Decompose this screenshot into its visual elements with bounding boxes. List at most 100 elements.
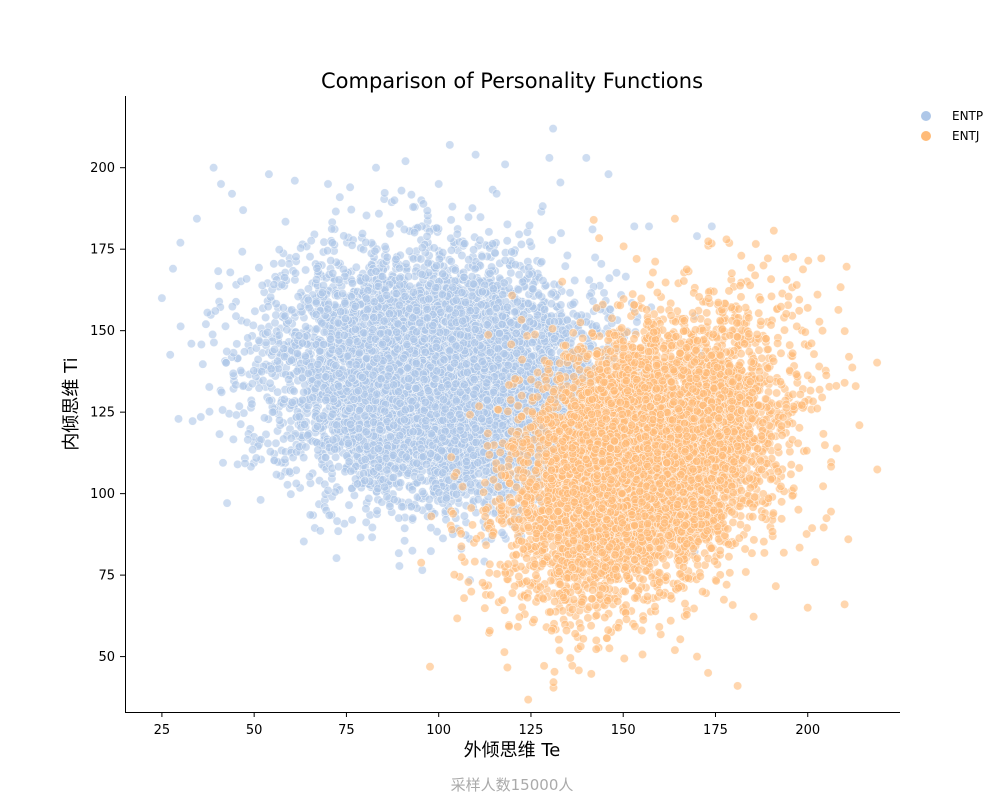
scatter-point-entp (621, 272, 631, 282)
scatter-point-entp (394, 561, 404, 571)
scatter-point-entp (250, 306, 260, 316)
scatter-point-entp (374, 209, 384, 219)
scatter-point-entp (291, 478, 301, 488)
scatter-point-entp (188, 416, 198, 426)
scatter-point-entp (232, 339, 242, 349)
scatter-point-entp (426, 546, 436, 556)
scatter-point-entp (240, 347, 250, 357)
scatter-point-entp (547, 235, 557, 245)
scatter-point-entp (213, 266, 223, 276)
scatter-point-entp (280, 217, 290, 227)
scatter-point-entp (215, 429, 225, 439)
scatter-point-entp (222, 498, 232, 508)
scatter-point-entp (446, 215, 456, 225)
data-points (157, 124, 882, 705)
scatter-point-entp (347, 515, 357, 525)
scatter-point-entp (438, 533, 448, 543)
scatter-point-entp (174, 414, 184, 424)
scatter-point-entp (247, 399, 257, 409)
scatter-point-entp (233, 459, 243, 469)
scatter-point-entp (346, 205, 356, 215)
scatter-point-entp (464, 255, 474, 265)
scatter-point-entp (333, 526, 343, 536)
scatter-point-entp (432, 223, 442, 233)
scatter-point-entp (396, 478, 406, 488)
scatter-point-entp (261, 312, 271, 322)
scatter-point-entp (327, 224, 337, 234)
scatter-point-entp (514, 229, 524, 239)
scatter-point-entp (248, 320, 258, 330)
scatter-point-entp (587, 224, 597, 234)
scatter-point-entp (459, 511, 469, 521)
scatter-point-entp (269, 455, 279, 465)
scatter-point-entp (237, 247, 247, 257)
scatter-point-entp (265, 378, 275, 388)
scatter-point-entp (286, 489, 296, 499)
scatter-point-entp (395, 219, 405, 229)
scatter-point-entp (231, 311, 241, 321)
scatter-point-entp (231, 410, 241, 420)
scatter-point-entp (299, 536, 309, 546)
scatter-point-entp (214, 281, 224, 291)
scatter-point-entp (331, 207, 341, 217)
scatter-point-entp (282, 480, 292, 490)
scatter-point-entp (356, 532, 366, 542)
scatter-point-entp (565, 288, 575, 298)
scatter-point-entp (305, 510, 315, 520)
scatter-point-entp (165, 350, 175, 360)
scatter-point-entp (394, 548, 404, 558)
scatter-point-entp (221, 321, 231, 331)
scatter-point-entp (347, 278, 357, 288)
scatter-point-entp (372, 506, 382, 516)
scatter-point-entp (208, 329, 218, 339)
scatter-point-entp (284, 374, 294, 384)
scatter-point-entp (305, 471, 315, 481)
scatter-point-entp (590, 253, 600, 263)
scatter-point-entp (256, 495, 266, 505)
scatter-point-entp (429, 243, 439, 253)
scatter-point-entp (385, 229, 395, 239)
scatter-point-entp (404, 246, 414, 256)
scatter-point-entp (467, 203, 477, 213)
scatter-point-entp (556, 228, 566, 238)
scatter-point-entp (205, 407, 215, 417)
scatter-point-entp (225, 267, 235, 277)
scatter-point-entp (361, 504, 371, 514)
scatter-point-entp (344, 500, 354, 510)
scatter-point-entp (502, 219, 512, 229)
scatter-point-entp (192, 214, 202, 224)
scatter-point-entp (380, 188, 390, 198)
scatter-point-entp (447, 202, 457, 212)
scatter-point-entp (406, 190, 416, 200)
scatter-point-entp (408, 513, 418, 523)
scatter-point-entp (502, 236, 512, 246)
scatter-point-entp (279, 344, 289, 354)
scatter-point-entp (262, 327, 272, 337)
scatter-point-entp (475, 212, 485, 222)
scatter-point-entp (228, 434, 238, 444)
scatter-point-entp (274, 245, 284, 255)
scatter-point-entp (253, 354, 263, 364)
scatter-point-entp (596, 259, 606, 269)
scatter-point-entp (264, 396, 274, 406)
scatter-point-entp (271, 438, 281, 448)
scatter-point-entp (198, 359, 208, 369)
scatter-point-entp (506, 268, 516, 278)
scatter-point-entp (277, 258, 287, 268)
scatter-point-entp (259, 413, 269, 423)
scatter-point-entp (417, 565, 427, 575)
scatter-point-entp (201, 319, 211, 329)
scatter-point-entp (279, 434, 289, 444)
scatter-point-entp (287, 305, 297, 315)
scatter-point-entp (367, 532, 377, 542)
scatter-point-entp (351, 262, 361, 272)
scatter-point-entp (254, 263, 264, 273)
scatter-point-entp (202, 308, 212, 318)
scatter-point-entp (291, 252, 301, 262)
scatter-point-entp (463, 212, 473, 222)
scatter-point-entp (176, 321, 186, 331)
scatter-point-entp (524, 221, 534, 231)
scatter-point-entp (446, 245, 456, 255)
scatter-point-entp (611, 268, 621, 278)
